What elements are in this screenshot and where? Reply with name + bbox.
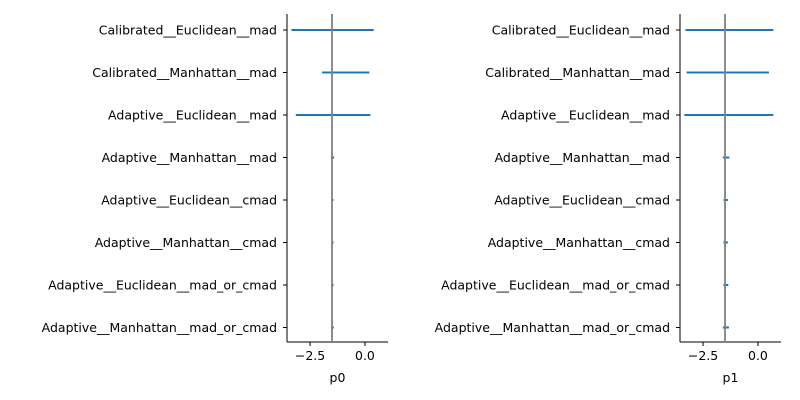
panel-p0: Calibrated__Euclidean__mad Calibrated__Ma…: [42, 14, 388, 385]
y-tick-label: Adaptive__Euclidean__mad: [108, 108, 277, 123]
y-tick-label: Adaptive__Manhattan__cmad: [488, 235, 670, 250]
x-axis-title: p1: [723, 370, 739, 385]
x-tick-label: 0.0: [748, 348, 768, 363]
x-tick-label: 0.0: [355, 348, 375, 363]
y-tick-label: Calibrated__Manhattan__mad: [485, 65, 670, 80]
y-tick-label: Calibrated__Manhattan__mad: [92, 65, 277, 80]
y-tick-label: Calibrated__Euclidean__mad: [99, 23, 277, 38]
y-tick-label: Adaptive__Euclidean__cmad: [101, 193, 277, 208]
y-tick-label: Adaptive__Manhattan__mad_or_cmad: [435, 320, 670, 335]
y-tick-label: Adaptive__Euclidean__mad: [501, 108, 670, 123]
x-axis-title: p0: [330, 370, 346, 385]
y-tick-label: Adaptive__Euclidean__mad_or_cmad: [441, 278, 670, 293]
y-tick-label: Adaptive__Manhattan__mad: [495, 150, 670, 165]
x-tick-label: −2.5: [295, 348, 325, 363]
y-tick-label: Adaptive__Manhattan__cmad: [95, 235, 277, 250]
x-tick-label: −2.5: [688, 348, 718, 363]
y-tick-label: Adaptive__Manhattan__mad: [102, 150, 277, 165]
y-tick-label: Adaptive__Euclidean__cmad: [494, 193, 670, 208]
y-tick-label: Adaptive__Euclidean__mad_or_cmad: [48, 278, 277, 293]
panel-p1: Calibrated__Euclidean__mad Calibrated__Ma…: [435, 14, 781, 385]
y-tick-label: Calibrated__Euclidean__mad: [492, 23, 670, 38]
y-tick-label: Adaptive__Manhattan__mad_or_cmad: [42, 320, 277, 335]
